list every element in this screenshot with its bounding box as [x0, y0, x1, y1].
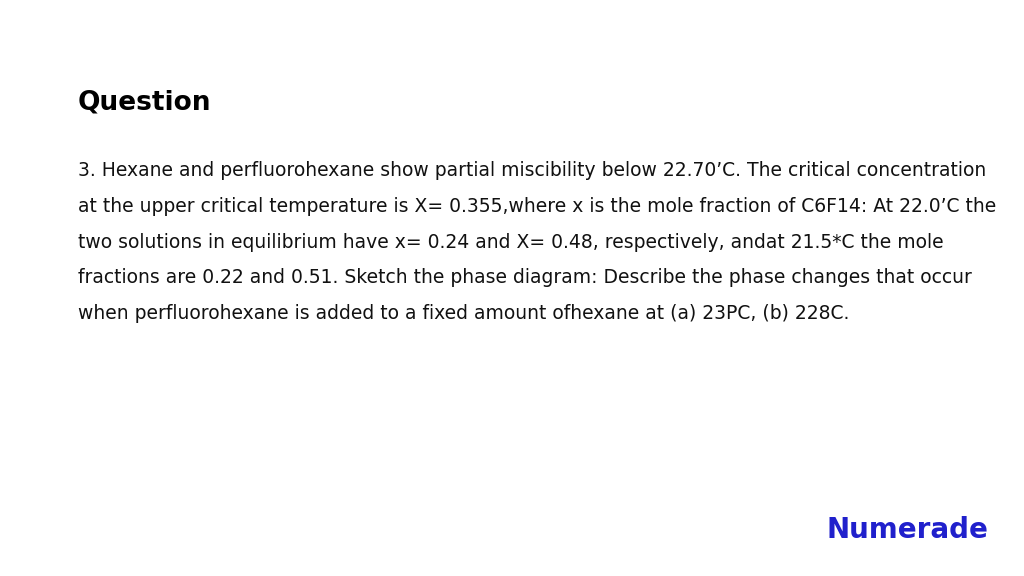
Text: when perfluorohexane is added to a fixed amount ofhexane at (a) 23PC, (b) 228C.: when perfluorohexane is added to a fixed…	[78, 304, 849, 323]
Text: Numerade: Numerade	[826, 516, 988, 544]
Text: two solutions in equilibrium have x= 0.24 and X= 0.48, respectively, andat 21.5*: two solutions in equilibrium have x= 0.2…	[78, 233, 943, 252]
Text: fractions are 0.22 and 0.51. Sketch the phase diagram: Describe the phase change: fractions are 0.22 and 0.51. Sketch the …	[78, 268, 972, 287]
Text: 3. Hexane and perfluorohexane show partial miscibility below 22.70’C. The critic: 3. Hexane and perfluorohexane show parti…	[78, 161, 986, 180]
Text: at the upper critical temperature is X= 0.355,where x is the mole fraction of C6: at the upper critical temperature is X= …	[78, 197, 996, 216]
Text: Question: Question	[78, 89, 211, 115]
